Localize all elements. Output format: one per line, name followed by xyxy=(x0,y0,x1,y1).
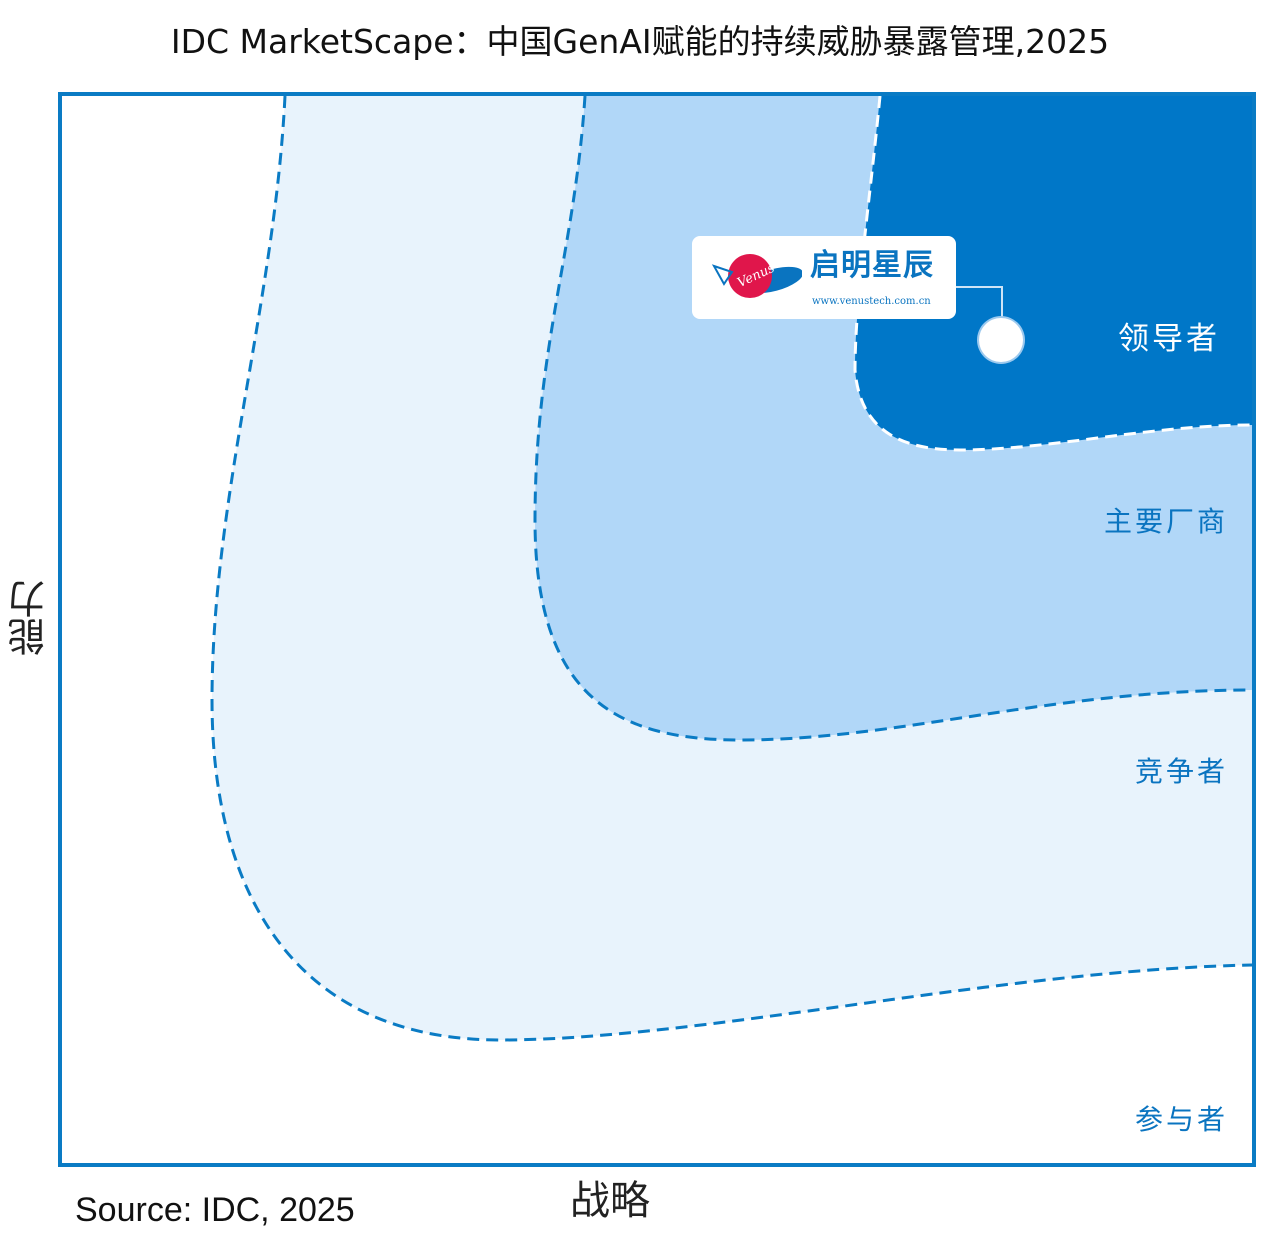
vendor-logo-venustech: Venus 启明星辰 www.venustech.com.cn xyxy=(692,236,956,319)
y-axis-label: 能力 xyxy=(8,580,52,656)
boundary-contenders xyxy=(210,95,1253,1042)
vendor-name: 启明星辰 xyxy=(810,248,934,283)
chart-title: IDC MarketScape：中国GenAI赋能的持续威胁暴露管理,2025 xyxy=(170,22,1110,61)
chart-frame xyxy=(58,92,1256,1167)
venus-logo-icon: Venus xyxy=(711,254,802,298)
vendor-url: www.venustech.com.cn xyxy=(812,296,931,307)
segment-label-major-players: 主要厂商 xyxy=(1104,505,1229,538)
source-note: Source: IDC, 2025 xyxy=(75,1191,355,1229)
segment-label-contenders: 竞争者 xyxy=(1135,755,1229,788)
boundary-major-players xyxy=(533,95,1253,742)
segment-label-leaders: 领导者 xyxy=(1118,321,1220,357)
vendor-leader-line xyxy=(956,286,1003,320)
segment-leaders-area xyxy=(855,96,1252,450)
segment-label-participants: 参与者 xyxy=(1135,1103,1229,1136)
x-axis-label: 战略 xyxy=(570,1178,650,1224)
vendor-position-marker[interactable] xyxy=(979,318,1023,362)
